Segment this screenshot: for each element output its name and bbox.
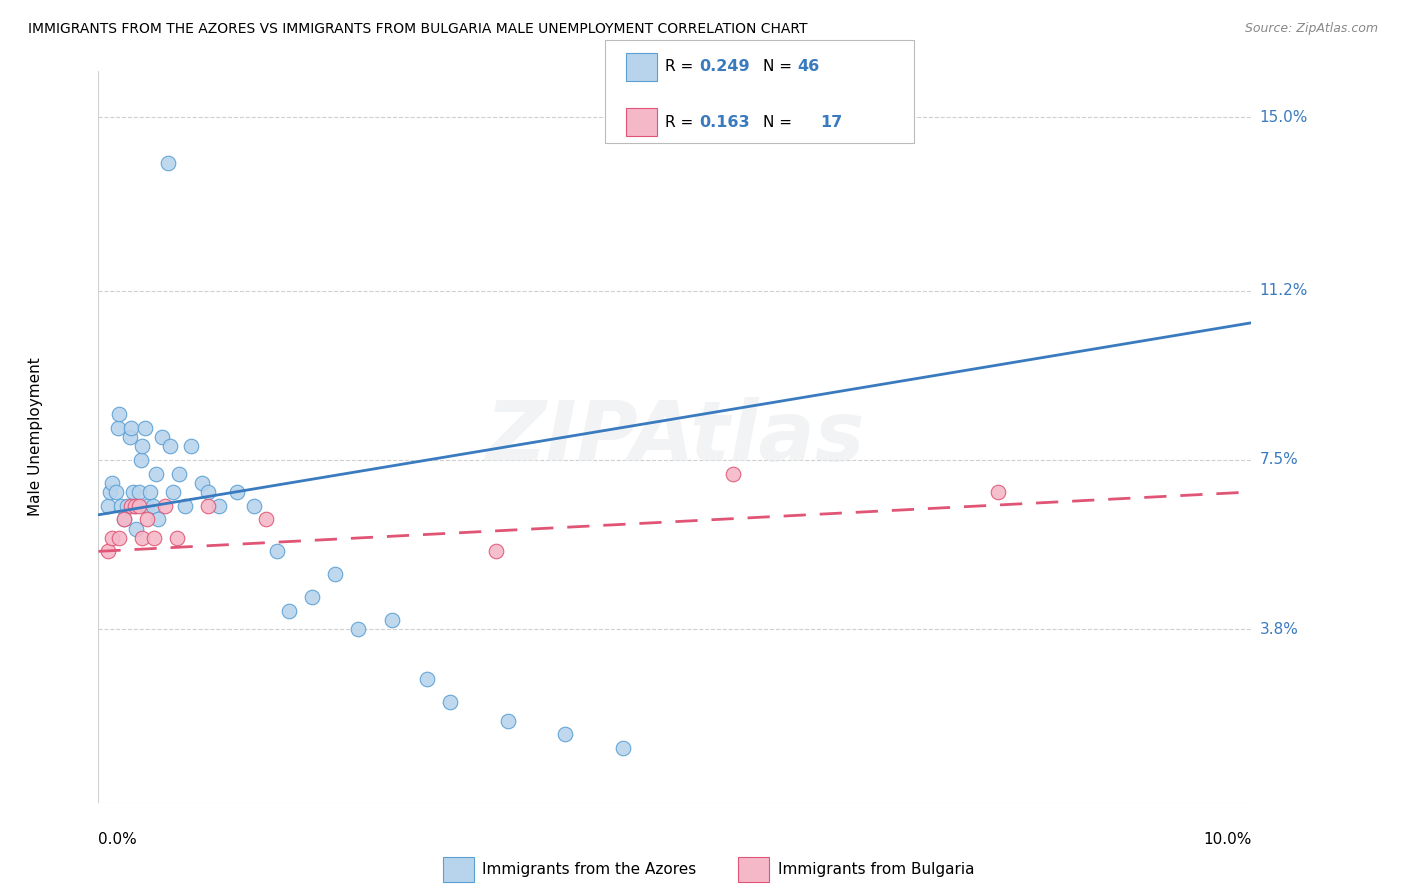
Point bbox=[135, 512, 157, 526]
Text: ZIPAtlas: ZIPAtlas bbox=[485, 397, 865, 477]
Point bbox=[243, 499, 266, 513]
Point bbox=[139, 485, 162, 500]
Point bbox=[554, 727, 576, 741]
Point bbox=[135, 499, 157, 513]
Point bbox=[266, 544, 288, 558]
Point bbox=[167, 467, 190, 481]
Point bbox=[987, 485, 1010, 500]
Text: Immigrants from Bulgaria: Immigrants from Bulgaria bbox=[778, 863, 974, 877]
Point bbox=[107, 421, 129, 435]
Text: 3.8%: 3.8% bbox=[1260, 622, 1299, 637]
Text: 15.0%: 15.0% bbox=[1260, 110, 1308, 125]
Point bbox=[159, 439, 181, 453]
Point bbox=[346, 622, 368, 636]
Text: 0.163: 0.163 bbox=[699, 115, 749, 129]
Point bbox=[128, 485, 150, 500]
Point bbox=[166, 531, 188, 545]
Point bbox=[125, 521, 148, 535]
Point bbox=[112, 512, 135, 526]
Point bbox=[180, 439, 202, 453]
Point bbox=[101, 531, 124, 545]
Point bbox=[98, 485, 121, 500]
Point bbox=[120, 499, 142, 513]
Point bbox=[156, 155, 179, 169]
Text: R =: R = bbox=[665, 60, 699, 74]
Text: IMMIGRANTS FROM THE AZORES VS IMMIGRANTS FROM BULGARIA MALE UNEMPLOYMENT CORRELA: IMMIGRANTS FROM THE AZORES VS IMMIGRANTS… bbox=[28, 22, 807, 37]
Point bbox=[97, 499, 120, 513]
Text: N =: N = bbox=[763, 60, 797, 74]
Point bbox=[134, 421, 156, 435]
Point bbox=[129, 453, 152, 467]
Text: 0.0%: 0.0% bbox=[98, 832, 138, 847]
Point bbox=[301, 590, 323, 604]
Point bbox=[277, 604, 299, 618]
Point bbox=[323, 567, 346, 582]
Point bbox=[131, 531, 153, 545]
Text: Source: ZipAtlas.com: Source: ZipAtlas.com bbox=[1244, 22, 1378, 36]
Text: N =: N = bbox=[763, 115, 797, 129]
Text: 11.2%: 11.2% bbox=[1260, 284, 1308, 298]
Text: 17: 17 bbox=[820, 115, 842, 129]
Point bbox=[721, 467, 744, 481]
Point bbox=[108, 531, 131, 545]
Point bbox=[191, 475, 214, 490]
Text: Male Unemployment: Male Unemployment bbox=[28, 358, 42, 516]
Point bbox=[381, 613, 404, 627]
Point bbox=[197, 499, 219, 513]
Text: R =: R = bbox=[665, 115, 699, 129]
Text: 0.249: 0.249 bbox=[699, 60, 749, 74]
Point bbox=[254, 512, 277, 526]
Point bbox=[145, 467, 167, 481]
Point bbox=[117, 499, 138, 513]
Point bbox=[131, 439, 153, 453]
Point bbox=[155, 499, 177, 513]
Text: 46: 46 bbox=[797, 60, 820, 74]
Point bbox=[122, 485, 145, 500]
Point bbox=[612, 740, 634, 755]
Point bbox=[112, 512, 135, 526]
Point bbox=[197, 485, 219, 500]
Text: Immigrants from the Azores: Immigrants from the Azores bbox=[482, 863, 696, 877]
Point bbox=[124, 499, 146, 513]
Point bbox=[496, 714, 519, 728]
Point bbox=[128, 499, 150, 513]
Point bbox=[208, 499, 231, 513]
Point bbox=[148, 512, 170, 526]
Point bbox=[108, 407, 131, 421]
Text: 7.5%: 7.5% bbox=[1260, 452, 1298, 467]
Point bbox=[485, 544, 508, 558]
Point bbox=[142, 531, 165, 545]
Point bbox=[416, 673, 439, 687]
Point bbox=[162, 485, 184, 500]
Point bbox=[150, 430, 173, 444]
Point bbox=[97, 544, 120, 558]
Point bbox=[142, 499, 165, 513]
Point bbox=[225, 485, 247, 500]
Point bbox=[104, 485, 127, 500]
Point bbox=[101, 475, 124, 490]
Point bbox=[174, 499, 197, 513]
Point bbox=[120, 421, 142, 435]
Point bbox=[124, 499, 146, 513]
Text: 10.0%: 10.0% bbox=[1204, 832, 1251, 847]
Point bbox=[118, 430, 141, 444]
Point bbox=[439, 695, 461, 709]
Point bbox=[110, 499, 132, 513]
